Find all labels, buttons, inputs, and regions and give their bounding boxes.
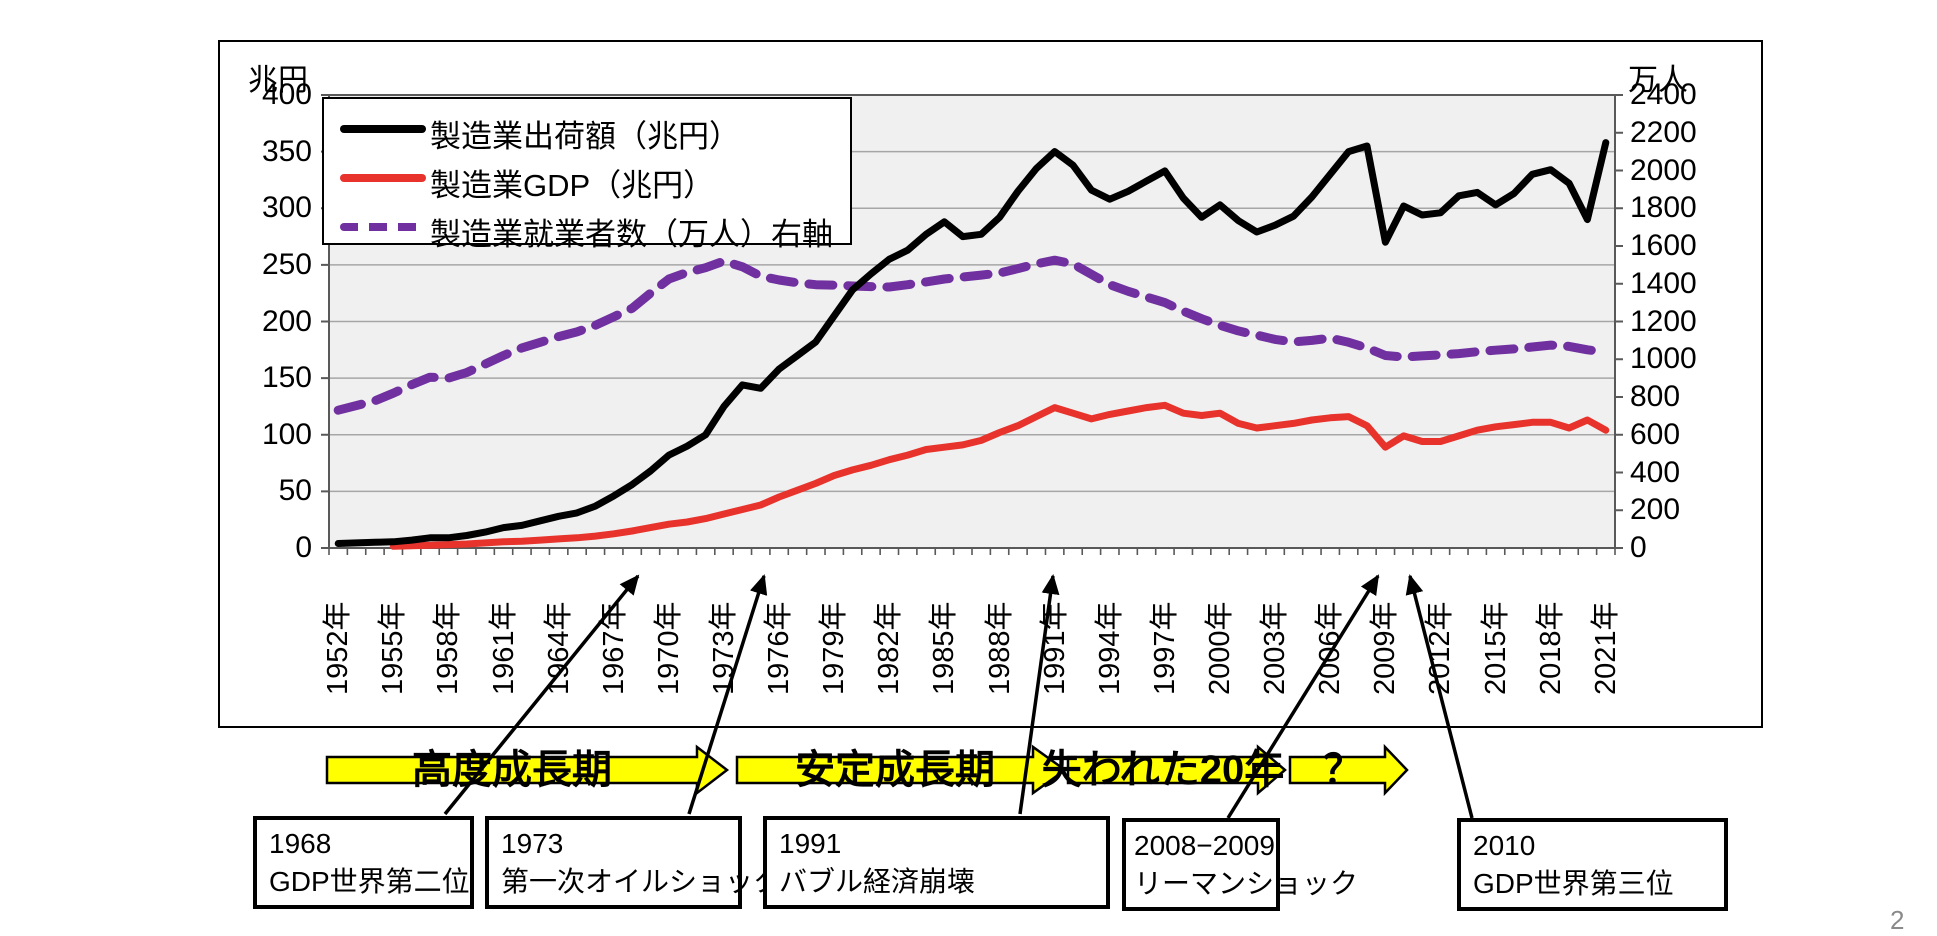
x-axis-tick-label: 1988年 [983, 601, 1016, 695]
timeline-arrow-lost-20-years [1066, 744, 1287, 796]
shipments-line [334, 139, 1610, 547]
x-axis-tick-label: 2003年 [1259, 601, 1292, 695]
period-label-stable-growth: 安定成長期 [795, 748, 995, 792]
x-axis-tick-label: 2009年 [1369, 601, 1402, 695]
x-axis-tick-label: 1958年 [432, 601, 465, 695]
x-axis-tick-label: 2015年 [1479, 601, 1512, 695]
event-year: 1991 [779, 828, 842, 859]
x-axis-tick-label: 1982年 [873, 601, 906, 695]
period-label-lost-20-years: 失われた20年 [1041, 748, 1285, 792]
event-connector-arrow [1018, 574, 1060, 815]
event-connector-arrow [1226, 574, 1380, 819]
x-axis-tick-label: 1970年 [652, 601, 685, 695]
event-box-1968-gdp-2nd: 1968 GDP世界第二位 [253, 816, 474, 909]
event-year: 1968 [269, 828, 332, 859]
gdp-line-sample-icon [340, 174, 426, 182]
event-connector-arrow [1405, 574, 1474, 819]
event-box-1991-bubble-collapse: 1991 バブル経済崩壊 [763, 816, 1110, 909]
x-axis-tick-label: 2006年 [1314, 601, 1347, 695]
left-axis-tick-label: 50 [278, 474, 312, 508]
gdp-line [389, 401, 1610, 550]
right-axis-tick-label: 1600 [1630, 229, 1697, 262]
page-number: 2 [1890, 905, 1905, 935]
x-axis-tick-label: 1967年 [597, 601, 630, 695]
x-axis-tick-label: 1985年 [928, 601, 961, 695]
x-axis-tick-label: 1973年 [707, 601, 740, 695]
right-axis-tick-label: 800 [1630, 380, 1681, 413]
left-axis-tick-label: 400 [261, 78, 312, 111]
legend-item-employment: 製造業就業者数（万人）右軸 [324, 207, 850, 252]
legend-label: 製造業出荷額（兆円） [430, 119, 740, 154]
right-axis-tick-label: 400 [1630, 455, 1681, 489]
employment-line-sample-icon [340, 223, 426, 231]
right-axis-tick-label: 0 [1630, 531, 1647, 564]
right-axis-title: 万人 [1628, 64, 1688, 97]
x-axis-tick-label: 2000年 [1204, 601, 1236, 695]
legend-label: 製造業就業者数（万人）右軸 [430, 217, 833, 252]
shipments-line-sample-icon [340, 125, 426, 133]
x-axis-tick-label: 1994年 [1093, 601, 1126, 695]
employment-line [333, 255, 1611, 415]
event-description: GDP世界第二位 [269, 866, 470, 897]
legend-label: 製造業GDP（兆円） [430, 168, 715, 203]
event-description: リーマンショック [1134, 868, 1359, 899]
period-label-question: ？ [1323, 748, 1363, 792]
x-axis-tick-label: 1979年 [818, 601, 851, 695]
x-axis-tick-label: 2012年 [1424, 601, 1457, 695]
x-axis-tick-label: 1964年 [542, 601, 575, 695]
x-axis-tick-label: 1991年 [1038, 601, 1071, 695]
legend-item-shipments: 製造業出荷額（兆円） [324, 109, 850, 154]
x-axis-tick-label: 2021年 [1589, 601, 1622, 695]
timeline-arrow-stable-growth [735, 744, 1068, 796]
timeline-arrow-question [1288, 743, 1409, 797]
chart-legend: 製造業出荷額（兆円） 製造業GDP（兆円） 製造業就業者数（万人）右軸 [322, 97, 852, 252]
event-box-1973-oil-shock: 1973 第一次オイルショック [485, 816, 782, 909]
event-description: バブル経済崩壊 [779, 866, 976, 897]
x-axis-tick-label: 1952年 [322, 601, 355, 695]
right-axis-tick-label: 1800 [1630, 191, 1697, 225]
right-axis-tick-label: 1400 [1630, 266, 1697, 300]
event-year: 2008−2009 [1134, 830, 1275, 861]
event-connector-arrow [687, 574, 768, 815]
legend-item-gdp: 製造業GDP（兆円） [324, 158, 850, 203]
left-axis-tick-label: 150 [261, 361, 312, 395]
right-axis-tick-label: 600 [1630, 417, 1681, 451]
right-axis-tick-label: 1200 [1630, 304, 1697, 338]
left-axis-tick-label: 300 [261, 191, 312, 225]
right-axis-tick-label: 2200 [1630, 115, 1697, 149]
left-axis-tick-label: 250 [261, 247, 312, 281]
right-axis-tick-label: 200 [1630, 493, 1681, 527]
event-box-2010-gdp-3rd: 2010 GDP世界第三位 [1457, 818, 1728, 911]
left-axis-tick-label: 350 [261, 134, 312, 168]
left-axis-tick-label: 100 [261, 417, 312, 451]
event-description: GDP世界第三位 [1473, 868, 1674, 899]
event-year: 1973 [501, 828, 564, 859]
x-axis-tick-label: 1976年 [763, 601, 796, 695]
event-description: 第一次オイルショック [501, 866, 782, 897]
left-axis-tick-label: 200 [261, 304, 312, 338]
x-axis-tick-label: 1997年 [1148, 601, 1181, 695]
right-axis-tick-label: 2000 [1630, 153, 1697, 187]
period-label-high-growth: 高度成長期 [412, 748, 612, 792]
timeline-arrow-high-growth [325, 744, 730, 796]
event-year: 2010 [1473, 830, 1536, 861]
event-box-2008-lehman-shock: 2008−2009 リーマンショック [1122, 818, 1359, 911]
right-axis-tick-label: 1000 [1630, 342, 1697, 376]
left-axis-title: 兆円 [248, 64, 308, 97]
x-axis-tick-label: 1961年 [487, 601, 520, 695]
left-axis-tick-label: 0 [295, 531, 312, 564]
event-connector-arrow [443, 574, 640, 816]
right-axis-tick-label: 2400 [1630, 78, 1697, 111]
x-axis-tick-label: 1955年 [377, 601, 410, 695]
x-axis-tick-label: 2018年 [1534, 601, 1567, 695]
